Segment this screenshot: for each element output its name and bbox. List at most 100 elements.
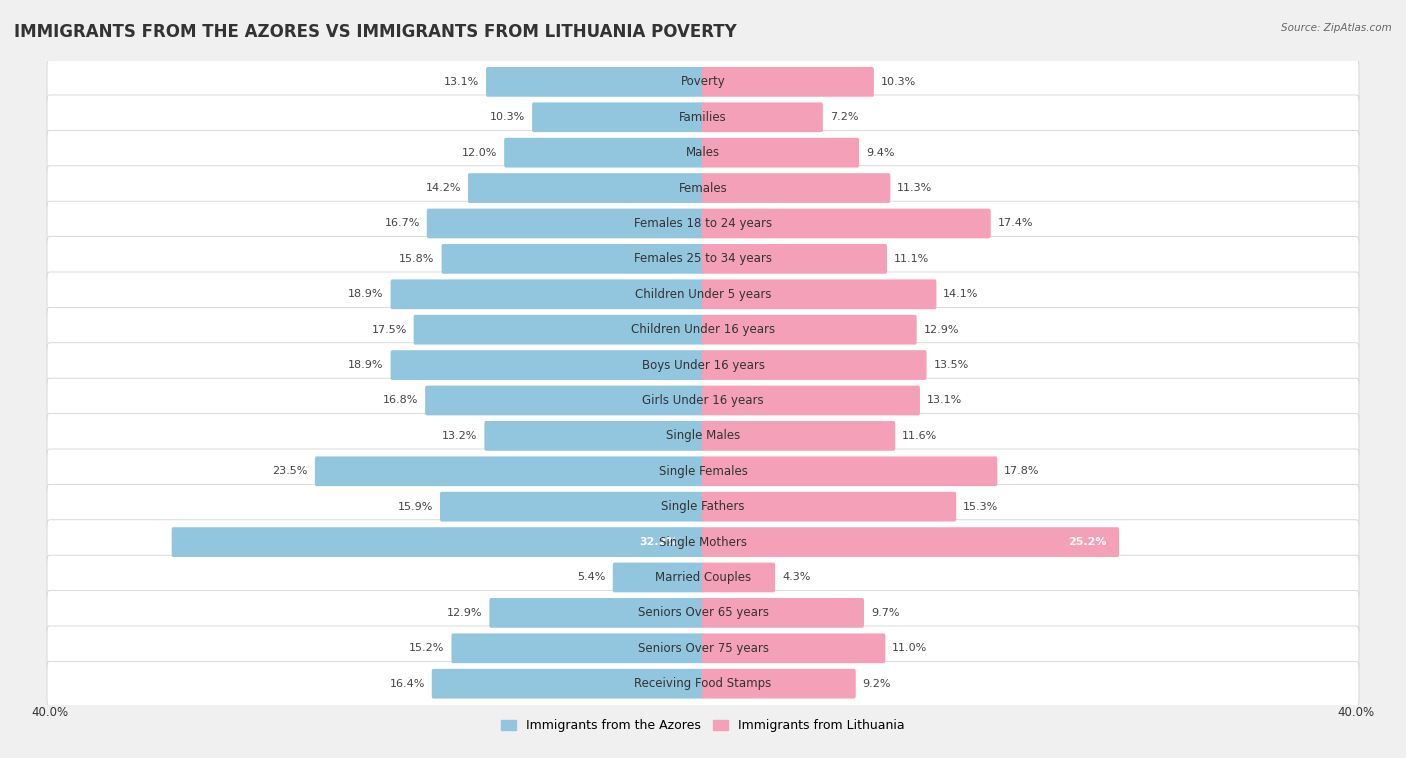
Text: Single Males: Single Males xyxy=(666,429,740,443)
Text: Girls Under 16 years: Girls Under 16 years xyxy=(643,394,763,407)
FancyBboxPatch shape xyxy=(702,67,875,97)
Text: 23.5%: 23.5% xyxy=(273,466,308,476)
Text: Source: ZipAtlas.com: Source: ZipAtlas.com xyxy=(1281,23,1392,33)
FancyBboxPatch shape xyxy=(702,634,886,663)
FancyBboxPatch shape xyxy=(702,669,856,699)
FancyBboxPatch shape xyxy=(702,598,863,628)
Text: 12.9%: 12.9% xyxy=(447,608,482,618)
FancyBboxPatch shape xyxy=(413,315,704,345)
FancyBboxPatch shape xyxy=(46,166,1360,211)
FancyBboxPatch shape xyxy=(702,174,890,203)
FancyBboxPatch shape xyxy=(451,634,704,663)
FancyBboxPatch shape xyxy=(441,244,704,274)
Text: 13.1%: 13.1% xyxy=(444,77,479,87)
FancyBboxPatch shape xyxy=(46,520,1360,565)
Text: 32.2%: 32.2% xyxy=(640,537,678,547)
FancyBboxPatch shape xyxy=(46,343,1360,387)
FancyBboxPatch shape xyxy=(46,662,1360,706)
Text: 4.3%: 4.3% xyxy=(782,572,810,582)
FancyBboxPatch shape xyxy=(46,272,1360,317)
FancyBboxPatch shape xyxy=(46,308,1360,352)
FancyBboxPatch shape xyxy=(702,350,927,380)
Text: Single Females: Single Females xyxy=(658,465,748,478)
Text: 11.0%: 11.0% xyxy=(893,644,928,653)
Text: 12.9%: 12.9% xyxy=(924,324,959,335)
FancyBboxPatch shape xyxy=(702,315,917,345)
Text: 7.2%: 7.2% xyxy=(830,112,858,122)
Text: 12.0%: 12.0% xyxy=(461,148,498,158)
FancyBboxPatch shape xyxy=(391,350,704,380)
FancyBboxPatch shape xyxy=(702,562,775,592)
Text: 16.4%: 16.4% xyxy=(389,678,425,689)
Text: Children Under 16 years: Children Under 16 years xyxy=(631,323,775,337)
Text: 13.5%: 13.5% xyxy=(934,360,969,370)
Text: 15.2%: 15.2% xyxy=(409,644,444,653)
FancyBboxPatch shape xyxy=(702,280,936,309)
Text: 10.3%: 10.3% xyxy=(489,112,526,122)
FancyBboxPatch shape xyxy=(486,67,704,97)
FancyBboxPatch shape xyxy=(46,378,1360,423)
Text: 40.0%: 40.0% xyxy=(1337,706,1375,719)
FancyBboxPatch shape xyxy=(425,386,704,415)
FancyBboxPatch shape xyxy=(440,492,704,522)
Text: 14.1%: 14.1% xyxy=(943,290,979,299)
Text: Seniors Over 75 years: Seniors Over 75 years xyxy=(637,642,769,655)
FancyBboxPatch shape xyxy=(46,626,1360,671)
Legend: Immigrants from the Azores, Immigrants from Lithuania: Immigrants from the Azores, Immigrants f… xyxy=(496,714,910,738)
Text: Boys Under 16 years: Boys Under 16 years xyxy=(641,359,765,371)
Text: Single Fathers: Single Fathers xyxy=(661,500,745,513)
Text: 18.9%: 18.9% xyxy=(349,290,384,299)
Text: Poverty: Poverty xyxy=(681,75,725,89)
FancyBboxPatch shape xyxy=(46,95,1360,139)
Text: Children Under 5 years: Children Under 5 years xyxy=(634,288,772,301)
FancyBboxPatch shape xyxy=(702,244,887,274)
FancyBboxPatch shape xyxy=(172,528,704,557)
FancyBboxPatch shape xyxy=(46,590,1360,635)
FancyBboxPatch shape xyxy=(46,130,1360,175)
Text: 11.1%: 11.1% xyxy=(894,254,929,264)
Text: 13.2%: 13.2% xyxy=(441,431,478,441)
Text: IMMIGRANTS FROM THE AZORES VS IMMIGRANTS FROM LITHUANIA POVERTY: IMMIGRANTS FROM THE AZORES VS IMMIGRANTS… xyxy=(14,23,737,41)
FancyBboxPatch shape xyxy=(489,598,704,628)
FancyBboxPatch shape xyxy=(702,528,1119,557)
FancyBboxPatch shape xyxy=(702,492,956,522)
Text: Males: Males xyxy=(686,146,720,159)
Text: Single Mothers: Single Mothers xyxy=(659,536,747,549)
Text: Females: Females xyxy=(679,182,727,195)
Text: 25.2%: 25.2% xyxy=(1069,537,1107,547)
Text: Receiving Food Stamps: Receiving Food Stamps xyxy=(634,677,772,691)
FancyBboxPatch shape xyxy=(702,102,823,132)
FancyBboxPatch shape xyxy=(485,421,704,451)
Text: 15.3%: 15.3% xyxy=(963,502,998,512)
Text: 16.8%: 16.8% xyxy=(382,396,418,406)
Text: 17.4%: 17.4% xyxy=(998,218,1033,228)
Text: Females 25 to 34 years: Females 25 to 34 years xyxy=(634,252,772,265)
Text: Females 18 to 24 years: Females 18 to 24 years xyxy=(634,217,772,230)
Text: 11.3%: 11.3% xyxy=(897,183,932,193)
FancyBboxPatch shape xyxy=(46,555,1360,600)
Text: Families: Families xyxy=(679,111,727,124)
Text: Married Couples: Married Couples xyxy=(655,571,751,584)
Text: 10.3%: 10.3% xyxy=(880,77,917,87)
Text: 13.1%: 13.1% xyxy=(927,396,962,406)
FancyBboxPatch shape xyxy=(702,208,991,238)
FancyBboxPatch shape xyxy=(391,280,704,309)
Text: 17.8%: 17.8% xyxy=(1004,466,1039,476)
Text: 9.7%: 9.7% xyxy=(870,608,900,618)
Text: 5.4%: 5.4% xyxy=(578,572,606,582)
FancyBboxPatch shape xyxy=(531,102,704,132)
Text: Seniors Over 65 years: Seniors Over 65 years xyxy=(637,606,769,619)
FancyBboxPatch shape xyxy=(702,421,896,451)
Text: 14.2%: 14.2% xyxy=(426,183,461,193)
FancyBboxPatch shape xyxy=(46,236,1360,281)
FancyBboxPatch shape xyxy=(46,414,1360,458)
Text: 16.7%: 16.7% xyxy=(384,218,420,228)
FancyBboxPatch shape xyxy=(46,484,1360,529)
FancyBboxPatch shape xyxy=(432,669,704,699)
FancyBboxPatch shape xyxy=(505,138,704,168)
Text: 11.6%: 11.6% xyxy=(903,431,938,441)
FancyBboxPatch shape xyxy=(702,456,997,486)
Text: 15.9%: 15.9% xyxy=(398,502,433,512)
FancyBboxPatch shape xyxy=(613,562,704,592)
Text: 18.9%: 18.9% xyxy=(349,360,384,370)
